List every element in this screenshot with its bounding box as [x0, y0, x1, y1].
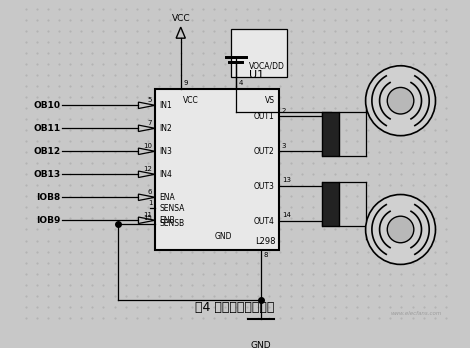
Text: 13: 13 — [282, 177, 291, 183]
Text: www.elecfans.com: www.elecfans.com — [391, 311, 442, 316]
Text: OUT3: OUT3 — [254, 182, 274, 191]
Bar — [231, 29, 287, 77]
Text: 8: 8 — [264, 252, 268, 259]
Text: SENSB: SENSB — [160, 220, 185, 228]
Text: IN3: IN3 — [160, 147, 172, 156]
Text: OUT4: OUT4 — [254, 217, 274, 226]
Text: IOB9: IOB9 — [36, 216, 60, 225]
Text: 7: 7 — [148, 120, 152, 126]
Circle shape — [366, 195, 436, 264]
Text: SENSA: SENSA — [160, 204, 185, 213]
Text: IN2: IN2 — [160, 124, 172, 133]
Circle shape — [366, 66, 436, 136]
Text: U1: U1 — [249, 70, 264, 80]
Text: 图4 直流电机驱动电路: 图4 直流电机驱动电路 — [196, 301, 274, 314]
Text: OB12: OB12 — [33, 147, 60, 156]
Text: GND: GND — [251, 341, 271, 348]
Text: OB13: OB13 — [33, 170, 60, 179]
Text: 4: 4 — [239, 80, 243, 86]
Text: OUT1: OUT1 — [254, 112, 274, 121]
Text: VOCA/DD: VOCA/DD — [249, 61, 285, 70]
Text: 15: 15 — [143, 215, 152, 221]
Text: 2: 2 — [282, 108, 286, 113]
Bar — [322, 182, 339, 226]
Text: IOB8: IOB8 — [36, 193, 60, 202]
Text: VS: VS — [265, 96, 274, 105]
Text: 14: 14 — [282, 212, 291, 219]
Text: 6: 6 — [148, 189, 152, 195]
Text: 10: 10 — [143, 143, 152, 149]
Text: VCC: VCC — [172, 14, 190, 23]
Text: 11: 11 — [143, 212, 152, 218]
Text: 12: 12 — [143, 166, 152, 172]
Text: 5: 5 — [148, 96, 152, 103]
Text: ENA: ENA — [160, 193, 175, 202]
Circle shape — [387, 216, 414, 243]
Bar — [155, 89, 279, 250]
Text: 1: 1 — [148, 199, 152, 206]
Text: GND: GND — [214, 232, 232, 241]
Text: OUT2: OUT2 — [254, 147, 274, 156]
Circle shape — [387, 87, 414, 114]
Text: OB11: OB11 — [33, 124, 60, 133]
Text: VCC: VCC — [182, 96, 198, 105]
Bar — [322, 112, 339, 156]
Text: IN4: IN4 — [160, 170, 172, 179]
Text: L298: L298 — [255, 237, 275, 246]
Text: ENB: ENB — [160, 216, 175, 225]
Text: IN1: IN1 — [160, 101, 172, 110]
Text: 9: 9 — [183, 80, 188, 86]
Text: OB10: OB10 — [33, 101, 60, 110]
Text: 3: 3 — [282, 143, 286, 149]
